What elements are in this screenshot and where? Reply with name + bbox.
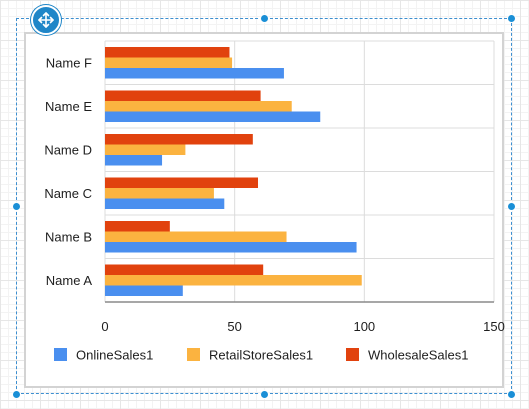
legend-label: OnlineSales1 [76,348,153,363]
x-tick-label: 100 [353,319,375,334]
resize-handle-middle-left[interactable] [12,202,21,211]
legend: OnlineSales1 RetailStoreSales1 WholesaleSa… [54,348,468,363]
x-tick-label: 0 [101,319,108,334]
resize-handle-middle-right[interactable] [507,202,516,211]
bar-WholesaleSales1-Name-A [105,264,264,275]
bar-OnlineSales1-Name-D [105,155,163,166]
legend-swatch [54,348,67,361]
category-label: Name E [45,99,92,114]
resize-handle-bottom-left[interactable] [12,390,21,399]
bar-RetailStoreSales1-Name-D [105,144,186,155]
bar-RetailStoreSales1-Name-E [105,101,292,112]
bar-OnlineSales1-Name-F [105,68,284,79]
bar-WholesaleSales1-Name-D [105,134,253,145]
bars [105,47,362,296]
resize-handle-bottom-right[interactable] [507,390,516,399]
bar-RetailStoreSales1-Name-A [105,275,362,286]
category-label: Name B [45,229,92,244]
bar-WholesaleSales1-Name-B [105,221,170,232]
resize-handle-top-right[interactable] [507,14,516,23]
bar-WholesaleSales1-Name-F [105,47,230,58]
x-tick-label: 50 [227,319,241,334]
bar-RetailStoreSales1-Name-B [105,231,287,242]
bar-RetailStoreSales1-Name-C [105,188,214,199]
resize-handle-top-center[interactable] [260,14,269,23]
resize-handle-bottom-center[interactable] [260,390,269,399]
legend-label: WholesaleSales1 [368,348,468,363]
category-label: Name A [46,273,93,288]
bar-RetailStoreSales1-Name-F [105,57,233,68]
category-label: Name D [44,142,92,157]
bar-WholesaleSales1-Name-C [105,177,259,188]
legend-item-WholesaleSales1: WholesaleSales1 [346,348,468,363]
grid-lines [104,40,495,302]
legend-item-RetailStoreSales1: RetailStoreSales1 [187,348,313,363]
bar-OnlineSales1-Name-B [105,242,357,253]
bar-WholesaleSales1-Name-E [105,90,261,101]
bar-OnlineSales1-Name-C [105,198,225,209]
category-label: Name F [46,55,92,70]
category-labels: Name A Name B Name C Name D Name E Name F [44,55,92,288]
move-icon[interactable] [31,5,61,35]
category-label: Name C [44,186,92,201]
chart-control[interactable] [24,32,504,388]
bar-OnlineSales1-Name-E [105,111,321,122]
x-tick-labels: 0 50 100 150 [101,319,504,334]
legend-item-OnlineSales1: OnlineSales1 [54,348,153,363]
bar-OnlineSales1-Name-A [105,285,183,296]
legend-label: RetailStoreSales1 [209,348,313,363]
legend-swatch [346,348,359,361]
legend-swatch [187,348,200,361]
x-tick-label: 150 [483,319,505,334]
